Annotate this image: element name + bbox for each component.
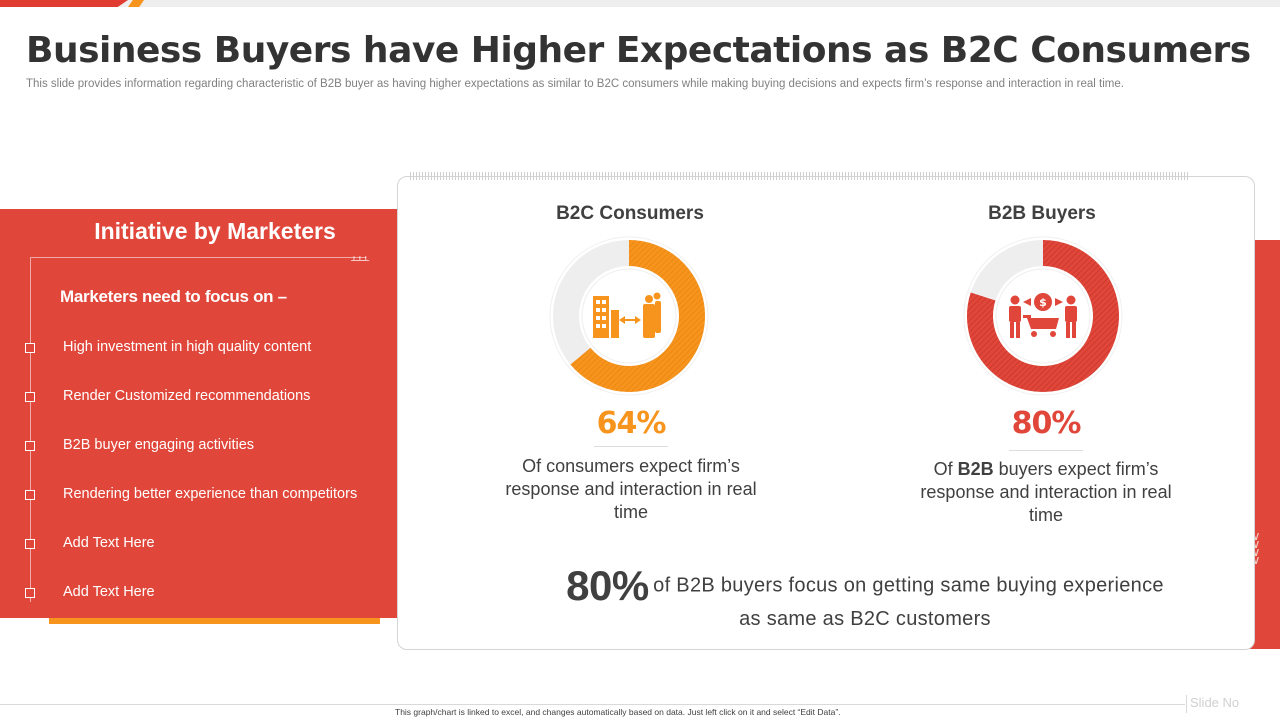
list-item-text: Rendering better experience than competi… xyxy=(63,486,358,502)
top-accent-orange xyxy=(128,0,144,7)
list-item: Render Customized recommendations xyxy=(24,387,394,407)
initiative-panel xyxy=(0,209,397,618)
list-item: Add Text Here xyxy=(24,534,394,554)
bottom-statistic: 80% of B2B buyers focus on getting same … xyxy=(420,562,1280,631)
list-item-text: Add Text Here xyxy=(63,535,155,551)
checkbox-bullet-icon xyxy=(25,392,35,402)
checkbox-bullet-icon xyxy=(25,343,35,353)
slide-number: Slide No xyxy=(1186,695,1239,713)
list-item-text: Render Customized recommendations xyxy=(63,388,311,404)
list-item-text: High investment in high quality content xyxy=(63,339,312,355)
b2b-description: Of B2B buyers expect firm’s response and… xyxy=(916,458,1176,527)
checkbox-bullet-icon xyxy=(25,588,35,598)
list-item: High investment in high quality content xyxy=(24,338,394,358)
page-title: Business Buyers have Higher Expectations… xyxy=(26,30,1251,71)
list-item: Rendering better experience than competi… xyxy=(24,485,394,505)
b2c-description: Of consumers expect firm’s response and … xyxy=(505,456,757,522)
checkbox-bullet-icon xyxy=(25,441,35,451)
b2b-donut-chart: $ xyxy=(963,236,1123,396)
initiative-frame xyxy=(30,257,366,602)
list-item-text: B2B buyer engaging activities xyxy=(63,437,255,453)
focus-heading: Marketers need to focus on – xyxy=(60,287,287,306)
b2c-percent: 64% xyxy=(596,406,667,441)
checkbox-bullet-icon xyxy=(25,490,35,500)
card-tick-decoration xyxy=(410,172,1190,180)
list-item: Add Text Here xyxy=(24,583,394,603)
checkbox-bullet-icon xyxy=(25,539,35,549)
top-bar xyxy=(0,0,1280,7)
bottom-statistic-line1: 80% of B2B buyers focus on getting same … xyxy=(420,562,1280,610)
chevron-down-icon: ∨ ∨ ∨ ∨ xyxy=(1251,529,1261,567)
page-subtitle: This slide provides information regardin… xyxy=(26,78,1124,90)
buildings-people-exchange-icon xyxy=(593,292,661,338)
b2b-donut-value-arc xyxy=(967,240,1119,392)
buyers-cart-dollar-icon: $ xyxy=(1009,293,1077,338)
b2b-description-suffix: buyers expect firm’s response and intera… xyxy=(920,459,1172,525)
b2b-heading: B2B Buyers xyxy=(988,203,1096,224)
bottom-statistic-text: of B2B buyers focus on getting same buyi… xyxy=(653,574,1164,597)
initiative-heading: Initiative by Marketers xyxy=(94,218,336,244)
double-arrows-icon: ⫠⫠⫠ xyxy=(350,249,370,264)
b2c-donut-value-arc xyxy=(570,240,705,392)
b2c-donut-chart xyxy=(549,236,709,396)
b2c-percent-divider xyxy=(594,446,668,447)
b2b-description-prefix: Of xyxy=(933,459,958,479)
initiative-panel-underline xyxy=(49,618,380,624)
list-item-text: Add Text Here xyxy=(63,584,155,600)
comparison-card xyxy=(397,176,1255,650)
b2b-description-bold: B2B xyxy=(957,459,994,479)
footer-divider xyxy=(0,704,1185,705)
b2c-heading: B2C Consumers xyxy=(556,203,704,224)
top-accent xyxy=(0,0,128,7)
b2b-percent-divider xyxy=(1009,450,1083,451)
bottom-statistic-line2: as same as B2C customers xyxy=(739,608,991,630)
svg-text:$: $ xyxy=(1039,296,1047,309)
list-item: B2B buyer engaging activities xyxy=(24,436,394,456)
footer-note: This graph/chart is linked to excel, and… xyxy=(395,707,841,717)
bottom-statistic-percent: 80% xyxy=(566,562,649,609)
b2b-percent: 80% xyxy=(1011,406,1082,441)
